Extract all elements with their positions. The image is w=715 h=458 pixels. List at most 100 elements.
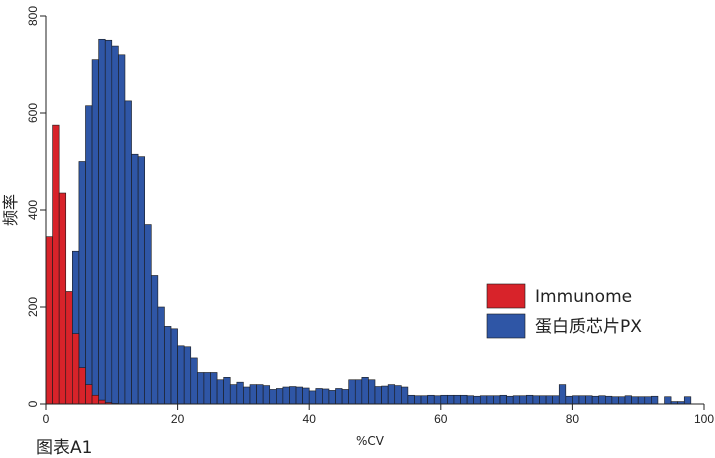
- protein-chip-bar: [217, 380, 224, 404]
- protein-chip-bar: [355, 380, 362, 404]
- protein-chip-bar: [85, 106, 92, 404]
- protein-chip-bar: [237, 382, 244, 404]
- protein-chip-bar: [211, 372, 218, 404]
- protein-chip-bar: [533, 396, 540, 404]
- protein-chip-bar: [99, 39, 106, 404]
- protein-chip-bar: [572, 396, 579, 404]
- protein-chip-bar: [112, 46, 119, 404]
- protein-chip-bar: [263, 386, 270, 404]
- protein-chip-bar: [592, 396, 599, 404]
- protein-chip-bar: [204, 372, 211, 404]
- legend-swatch: [487, 314, 525, 338]
- protein-chip-bar: [322, 389, 329, 404]
- protein-chip-bar: [329, 390, 336, 404]
- protein-chip-bar: [487, 396, 494, 404]
- protein-chip-bar: [276, 388, 283, 404]
- protein-chip-bar: [349, 380, 356, 404]
- protein-chip-bar: [467, 396, 474, 404]
- protein-chip-bar: [92, 60, 99, 404]
- y-tick-label: 800: [26, 6, 40, 26]
- protein-chip-bar: [441, 395, 448, 404]
- x-tick-label: 100: [694, 412, 714, 426]
- protein-chip-bar: [296, 387, 303, 404]
- protein-chip-bar: [599, 396, 606, 404]
- protein-chip-bar: [474, 396, 481, 404]
- protein-chip-bar: [618, 397, 625, 404]
- protein-chip-bar: [395, 386, 402, 404]
- protein-chip-bar: [638, 397, 645, 404]
- protein-chip-bar: [118, 55, 125, 404]
- protein-chip-bar: [513, 396, 520, 404]
- protein-chip-bar: [316, 388, 323, 404]
- protein-chip-bar: [158, 307, 165, 404]
- x-tick-label: 0: [43, 412, 50, 426]
- immunome-bar: [79, 368, 86, 404]
- protein-chip-bar: [421, 396, 428, 404]
- immunome-bar: [92, 395, 99, 404]
- protein-chip-bar: [526, 395, 533, 404]
- y-tick-label: 600: [26, 103, 40, 123]
- figure-caption: 图表A1: [36, 433, 92, 458]
- y-tick-label: 200: [26, 297, 40, 317]
- immunome-bar: [46, 237, 53, 404]
- y-tick-label: 400: [26, 200, 40, 220]
- protein-chip-bar: [507, 396, 514, 404]
- protein-chip-bar: [625, 396, 632, 404]
- protein-chip-bar: [197, 372, 204, 404]
- protein-chip-bar: [546, 396, 553, 404]
- protein-chip-bar: [480, 396, 487, 404]
- protein-chip-bar: [401, 387, 408, 404]
- protein-chip-bar: [184, 347, 191, 404]
- protein-chip-bar: [125, 101, 132, 404]
- protein-chip-bar: [250, 385, 257, 404]
- protein-chip-bar: [132, 154, 139, 404]
- protein-chip-bar: [559, 385, 566, 404]
- protein-chip-bar: [428, 395, 435, 404]
- protein-chip-bar: [586, 396, 593, 404]
- x-tick-label: 20: [171, 412, 185, 426]
- protein-chip-bar: [368, 380, 375, 404]
- protein-chip-bar: [309, 391, 316, 404]
- immunome-bar: [59, 193, 66, 404]
- protein-chip-bar: [257, 385, 264, 404]
- immunome-bar: [66, 291, 73, 404]
- protein-chip-bar: [414, 396, 421, 404]
- protein-chip-bar: [454, 395, 461, 404]
- protein-chip-bar: [171, 329, 178, 404]
- protein-chip-bar: [388, 385, 395, 404]
- immunome-bar: [99, 400, 106, 404]
- protein-chip-bar: [151, 275, 158, 404]
- legend-label: Immunome: [535, 287, 632, 307]
- protein-chip-bar: [336, 388, 343, 404]
- x-axis-title: %CV: [356, 434, 385, 448]
- immunome-bar: [72, 334, 79, 404]
- immunome-bar: [85, 385, 92, 404]
- protein-chip-bar: [283, 387, 290, 404]
- protein-chip-bar: [303, 388, 310, 404]
- x-tick-label: 60: [434, 412, 448, 426]
- protein-chip-bar: [605, 396, 612, 404]
- protein-chip-bar: [684, 397, 691, 404]
- protein-chip-bar: [230, 385, 237, 404]
- legend: Immunome 蛋白质芯片PX: [487, 284, 642, 338]
- protein-chip-bar: [243, 387, 250, 404]
- series-protein-chip-bars: [66, 39, 691, 404]
- legend-label: 蛋白质芯片PX: [535, 317, 642, 337]
- protein-chip-bar: [289, 387, 296, 404]
- protein-chip-bar: [342, 389, 349, 404]
- protein-chip-bar: [665, 397, 672, 404]
- protein-chip-bar: [362, 377, 369, 404]
- protein-chip-bar: [579, 396, 586, 404]
- protein-chip-bar: [612, 397, 619, 404]
- y-tick-label: 0: [26, 400, 40, 407]
- protein-chip-bar: [191, 358, 198, 404]
- x-tick-label: 40: [303, 412, 317, 426]
- protein-chip-bar: [553, 396, 560, 404]
- protein-chip-bar: [382, 386, 389, 404]
- protein-chip-bar: [447, 395, 454, 404]
- protein-chip-bar: [461, 395, 468, 404]
- protein-chip-bar: [178, 346, 185, 404]
- protein-chip-bar: [645, 397, 652, 404]
- protein-chip-bar: [224, 377, 231, 404]
